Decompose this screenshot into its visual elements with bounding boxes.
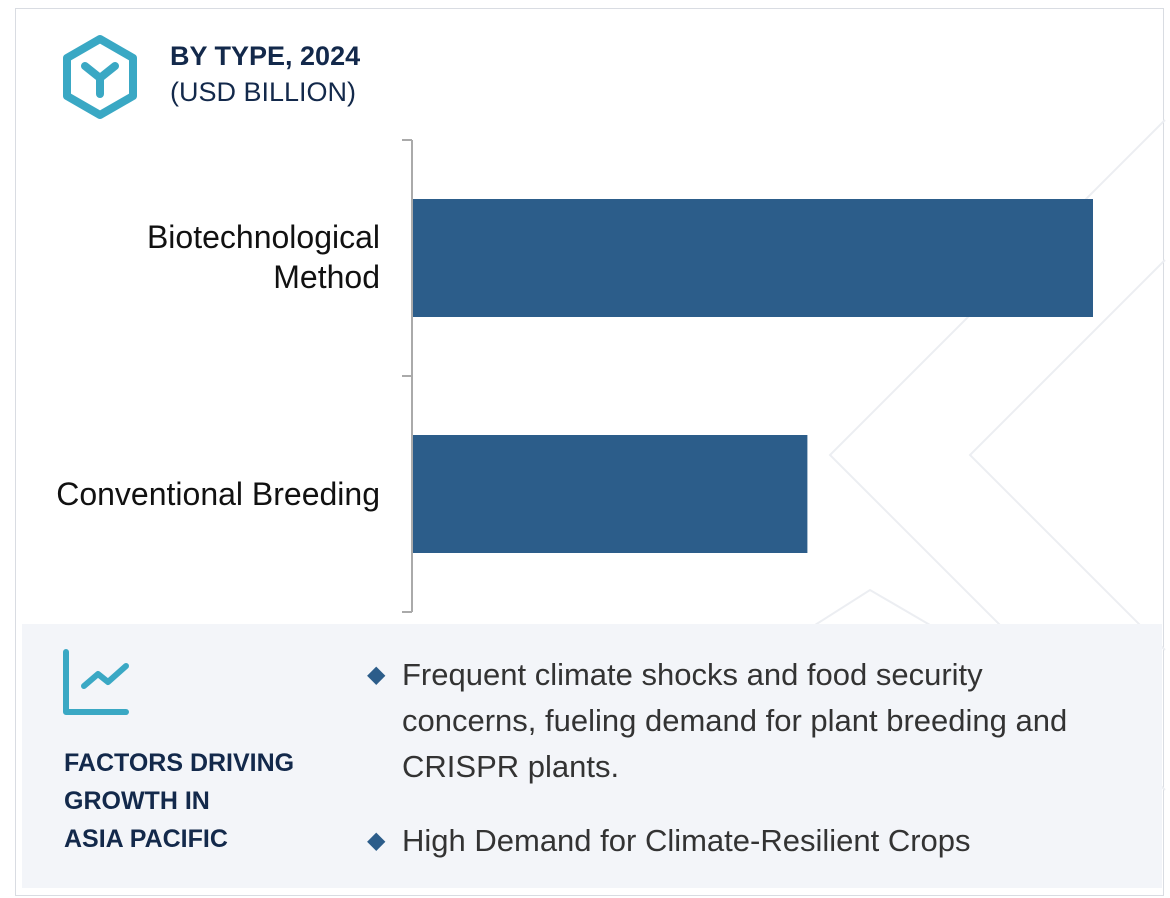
chart-subtitle: (USD BILLION) bbox=[170, 77, 357, 107]
hexagon-y-icon bbox=[63, 35, 137, 119]
bar-0 bbox=[413, 199, 1093, 317]
trend-chart-icon bbox=[63, 649, 129, 715]
factor-bullet: ◆ Frequent climate shocks and food secur… bbox=[367, 652, 1102, 790]
diamond-bullet-icon: ◆ bbox=[367, 661, 386, 688]
category-label-conventional: Conventional Breeding bbox=[56, 474, 380, 514]
category-label-biotechnological: Biotechnological Method bbox=[147, 217, 380, 297]
diamond-bullet-icon: ◆ bbox=[367, 827, 386, 854]
category-text: Conventional Breeding bbox=[56, 476, 380, 512]
chart-title: BY TYPE, 2024 bbox=[170, 41, 361, 71]
factor-text: Frequent climate shocks and food securit… bbox=[402, 657, 1068, 784]
infographic-frame bbox=[15, 8, 1164, 896]
factor-text: High Demand for Climate-Resilient Crops bbox=[402, 823, 971, 858]
chart-title-block: BY TYPE, 2024 (USD BILLION) bbox=[170, 38, 360, 110]
factors-panel: FACTORS DRIVING GROWTH IN ASIA PACIFIC ◆… bbox=[22, 624, 1162, 888]
category-text: Biotechnological Method bbox=[146, 219, 380, 295]
factor-bullet: ◆ High Demand for Climate-Resilient Crop… bbox=[367, 818, 1102, 864]
factors-heading: FACTORS DRIVING GROWTH IN ASIA PACIFIC bbox=[64, 749, 295, 853]
bar-1 bbox=[413, 435, 808, 553]
bar-chart bbox=[402, 139, 1093, 613]
